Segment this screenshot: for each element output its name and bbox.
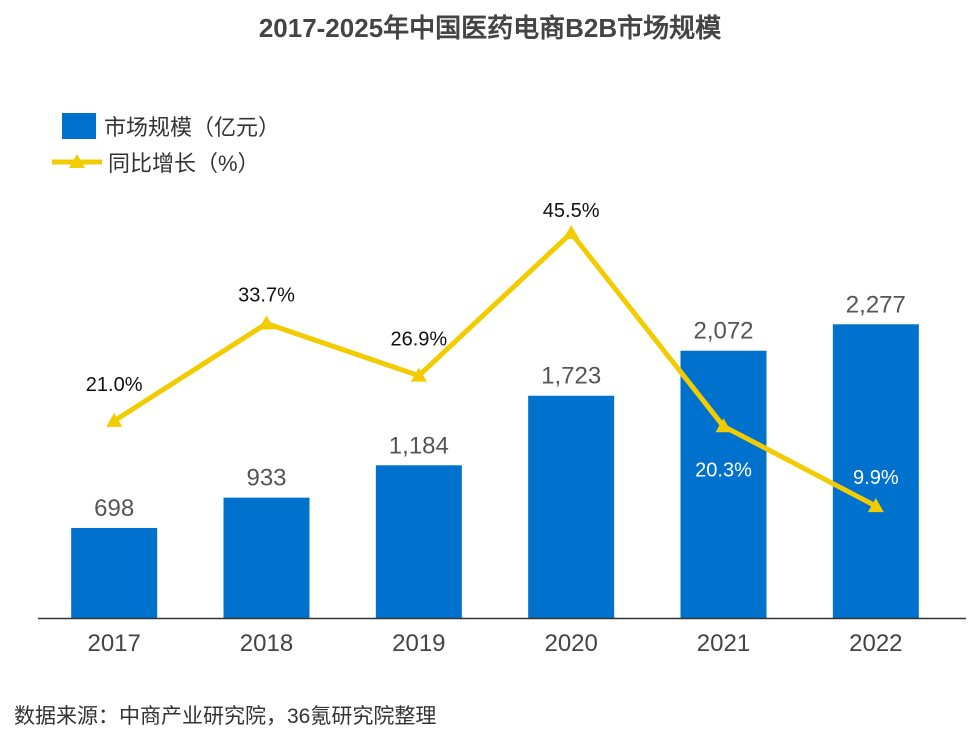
bar-value-label-2022: 2,277	[846, 291, 906, 318]
legend-label-growth: 同比增长（%）	[108, 151, 260, 176]
bar-value-label-2017: 698	[94, 495, 134, 522]
labels-layer: 698 933 1,184 1,723 2,072 2,277 21.0% 33.7% 26.9…	[86, 200, 906, 522]
growth-line	[112, 230, 877, 509]
chart-plot: 2017 2018 2019 2020 2021 2022 698 933 1,184 1,72…	[38, 200, 966, 657]
x-tick-label-2017: 2017	[87, 630, 140, 657]
legend-bar-swatch	[62, 113, 96, 139]
growth-value-label-2019: 26.9%	[390, 329, 447, 351]
growth-value-label-2021: 20.3%	[695, 459, 752, 481]
axis-layer: 2017 2018 2019 2020 2021 2022	[38, 617, 966, 657]
growth-value-label-2018: 33.7%	[238, 285, 295, 307]
growth-value-label-2022: 9.9%	[853, 467, 899, 489]
bar-2017	[71, 527, 158, 618]
legend-label-market-size: 市场规模（亿元）	[104, 115, 281, 140]
bar-2021	[680, 350, 767, 618]
bars-layer	[71, 324, 919, 618]
growth-marker-2018	[258, 315, 275, 330]
growth-value-label-2020: 45.5%	[543, 200, 600, 222]
bar-value-label-2021: 2,072	[693, 318, 753, 345]
growth-marker-2021	[715, 418, 732, 433]
bar-2019	[375, 465, 462, 618]
x-tick-label-2018: 2018	[240, 630, 293, 657]
growth-marker-2017	[106, 412, 123, 427]
growth-marker-2022	[867, 498, 884, 513]
source-note: 数据来源：中商产业研究院，36氪研究院整理	[14, 705, 437, 728]
growth-marker-2020	[563, 225, 580, 239]
x-tick-label-2021: 2021	[697, 630, 750, 657]
growth-marker-2019	[410, 367, 427, 382]
bar-2022	[832, 324, 919, 618]
bar-2020	[528, 395, 615, 618]
x-tick-label-2022: 2022	[849, 630, 902, 657]
growth-value-label-2017: 21.0%	[86, 374, 143, 396]
legend-line-swatch	[52, 154, 102, 168]
legend: 市场规模（亿元） 同比增长（%）	[50, 108, 280, 180]
bar-2018	[223, 497, 310, 618]
bar-value-label-2020: 1,723	[541, 363, 601, 390]
chart-title: 2017-2025年中国医药电商B2B市场规模	[258, 13, 722, 43]
legend-item-growth: 同比增长（%）	[50, 144, 280, 180]
legend-item-market-size: 市场规模（亿元）	[50, 108, 280, 144]
bar-value-label-2018: 933	[246, 465, 286, 492]
x-tick-label-2019: 2019	[392, 630, 445, 657]
bar-value-label-2019: 1,184	[389, 432, 449, 459]
line-layer	[106, 225, 884, 513]
x-tick-label-2020: 2020	[544, 630, 597, 657]
